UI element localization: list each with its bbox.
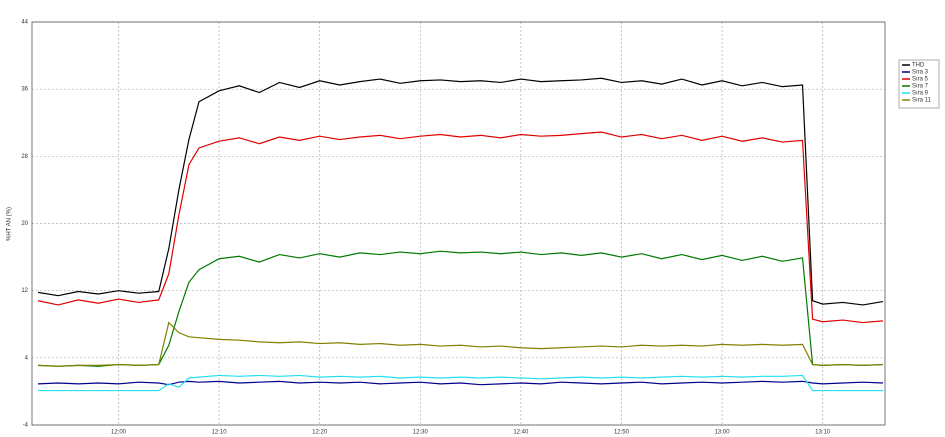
y-tick-label: 44 bbox=[21, 20, 28, 26]
legend-label: THD bbox=[912, 63, 925, 69]
y-tick-label: 12 bbox=[21, 288, 28, 294]
x-tick-label: 12:40 bbox=[513, 430, 529, 436]
legend-label: Sıra 5 bbox=[912, 77, 929, 83]
x-tick-label: 12:10 bbox=[212, 430, 228, 436]
legend-label: Sıra 9 bbox=[912, 91, 929, 97]
y-tick-label: 20 bbox=[21, 221, 28, 227]
legend-label: Sıra 3 bbox=[912, 70, 929, 76]
legend-label: Sıra 11 bbox=[912, 98, 932, 104]
x-tick-label: 12:20 bbox=[312, 430, 328, 436]
x-tick-label: 13:00 bbox=[715, 430, 731, 436]
y-tick-label: 28 bbox=[21, 154, 28, 160]
series-line bbox=[38, 374, 883, 392]
plot-frame bbox=[31, 21, 886, 426]
y-tick-label: 36 bbox=[21, 87, 28, 93]
x-tick-label: 12:00 bbox=[111, 430, 127, 436]
y-axis-title: %HT AN (%) bbox=[7, 207, 13, 241]
series-line bbox=[38, 321, 884, 367]
x-tick-label: 12:30 bbox=[413, 430, 429, 436]
y-tick-label: 4 bbox=[25, 355, 29, 361]
series-line bbox=[37, 131, 884, 324]
legend-label: Sıra 7 bbox=[912, 84, 929, 90]
x-tick-label: 13:10 bbox=[815, 430, 831, 436]
y-tick-label: -4 bbox=[23, 423, 29, 429]
x-tick-label: 12:50 bbox=[614, 430, 630, 436]
series-line bbox=[38, 380, 884, 386]
series-line bbox=[38, 250, 884, 367]
series-line bbox=[37, 77, 884, 306]
